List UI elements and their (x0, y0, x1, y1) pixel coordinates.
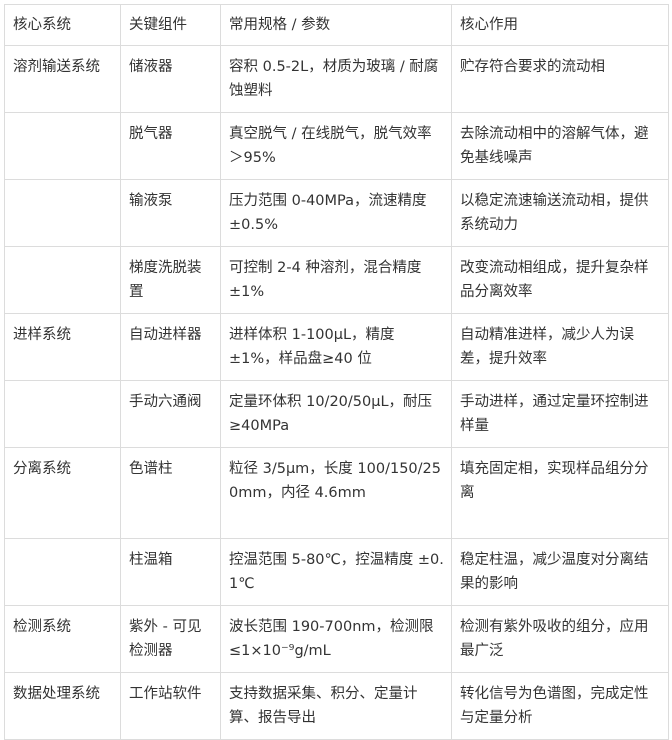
cell-spec: 进样体积 1-100μL，精度 ±1%，样品盘≥40 位 (220, 313, 452, 381)
cell-component: 紫外 - 可见检测器 (120, 605, 221, 673)
cell-function: 检测有紫外吸收的组分，应用最广泛 (451, 605, 669, 673)
table-row: 检测系统 紫外 - 可见检测器 波长范围 190-700nm，检测限≤1×10⁻⁹g… (4, 605, 669, 673)
cell-system: 检测系统 (4, 605, 121, 673)
cell-function: 去除流动相中的溶解气体，避免基线噪声 (451, 112, 669, 180)
table-row: 梯度洗脱装置 可控制 2-4 种溶剂，混合精度 ±1% 改变流动相组成，提升复杂样品… (4, 246, 669, 314)
table-row: 数据处理系统 工作站软件 支持数据采集、积分、定量计算、报告导出 转化信号为色谱图，完… (4, 672, 669, 740)
cell-function: 以稳定流速输送流动相，提供系统动力 (451, 179, 669, 247)
cell-system (4, 538, 121, 606)
table-row: 分离系统 色谱柱 粒径 3/5μm，长度 100/150/250mm，内径 4.6m… (4, 447, 669, 539)
cell-system: 溶剂输送系统 (4, 45, 121, 113)
cell-component: 柱温箱 (120, 538, 221, 606)
cell-system (4, 380, 121, 448)
cell-spec: 粒径 3/5μm，长度 100/150/250mm，内径 4.6mm (220, 447, 452, 539)
header-function: 核心作用 (451, 4, 669, 46)
table-row: 柱温箱 控温范围 5-80℃，控温精度 ±0.1℃ 稳定柱温，减少温度对分离结果的影… (4, 538, 669, 606)
cell-system: 数据处理系统 (4, 672, 121, 740)
cell-function: 稳定柱温，减少温度对分离结果的影响 (451, 538, 669, 606)
cell-function: 转化信号为色谱图，完成定性与定量分析 (451, 672, 669, 740)
table-row: 手动六通阀 定量环体积 10/20/50μL，耐压≥40MPa 手动进样，通过定量环… (4, 380, 669, 448)
cell-component: 脱气器 (120, 112, 221, 180)
cell-component: 梯度洗脱装置 (120, 246, 221, 314)
cell-component: 储液器 (120, 45, 221, 113)
cell-system (4, 179, 121, 247)
cell-spec: 波长范围 190-700nm，检测限≤1×10⁻⁹g/mL (220, 605, 452, 673)
cell-function: 填充固定相，实现样品组分分离 (451, 447, 669, 539)
cell-spec: 支持数据采集、积分、定量计算、报告导出 (220, 672, 452, 740)
cell-spec: 压力范围 0-40MPa，流速精度 ±0.5% (220, 179, 452, 247)
cell-spec: 真空脱气 / 在线脱气，脱气效率＞95% (220, 112, 452, 180)
header-spec: 常用规格 / 参数 (220, 4, 452, 46)
table-header-row: 核心系统 关键组件 常用规格 / 参数 核心作用 (4, 4, 669, 46)
hplc-components-table: 核心系统 关键组件 常用规格 / 参数 核心作用 溶剂输送系统 储液器 容积 0.5… (4, 4, 669, 740)
header-system: 核心系统 (4, 4, 121, 46)
table-row: 进样系统 自动进样器 进样体积 1-100μL，精度 ±1%，样品盘≥40 位自动精… (4, 313, 669, 381)
cell-function: 自动精准进样，减少人为误差，提升效率 (451, 313, 669, 381)
cell-component: 自动进样器 (120, 313, 221, 381)
table-row: 脱气器 真空脱气 / 在线脱气，脱气效率＞95% 去除流动相中的溶解气体，避免基线噪… (4, 112, 669, 180)
header-component: 关键组件 (120, 4, 221, 46)
cell-spec: 可控制 2-4 种溶剂，混合精度 ±1% (220, 246, 452, 314)
cell-system (4, 112, 121, 180)
cell-system: 分离系统 (4, 447, 121, 539)
cell-component: 色谱柱 (120, 447, 221, 539)
cell-function: 改变流动相组成，提升复杂样品分离效率 (451, 246, 669, 314)
cell-system: 进样系统 (4, 313, 121, 381)
cell-component: 手动六通阀 (120, 380, 221, 448)
cell-function: 手动进样，通过定量环控制进样量 (451, 380, 669, 448)
cell-spec: 容积 0.5-2L，材质为玻璃 / 耐腐蚀塑料 (220, 45, 452, 113)
table-row: 溶剂输送系统 储液器 容积 0.5-2L，材质为玻璃 / 耐腐蚀塑料 贮存符合要求的流… (4, 45, 669, 113)
cell-component: 工作站软件 (120, 672, 221, 740)
cell-system (4, 246, 121, 314)
table-row: 输液泵 压力范围 0-40MPa，流速精度 ±0.5% 以稳定流速输送流动相，提供系… (4, 179, 669, 247)
cell-spec: 控温范围 5-80℃，控温精度 ±0.1℃ (220, 538, 452, 606)
cell-component: 输液泵 (120, 179, 221, 247)
cell-function: 贮存符合要求的流动相 (451, 45, 669, 113)
cell-spec: 定量环体积 10/20/50μL，耐压≥40MPa (220, 380, 452, 448)
